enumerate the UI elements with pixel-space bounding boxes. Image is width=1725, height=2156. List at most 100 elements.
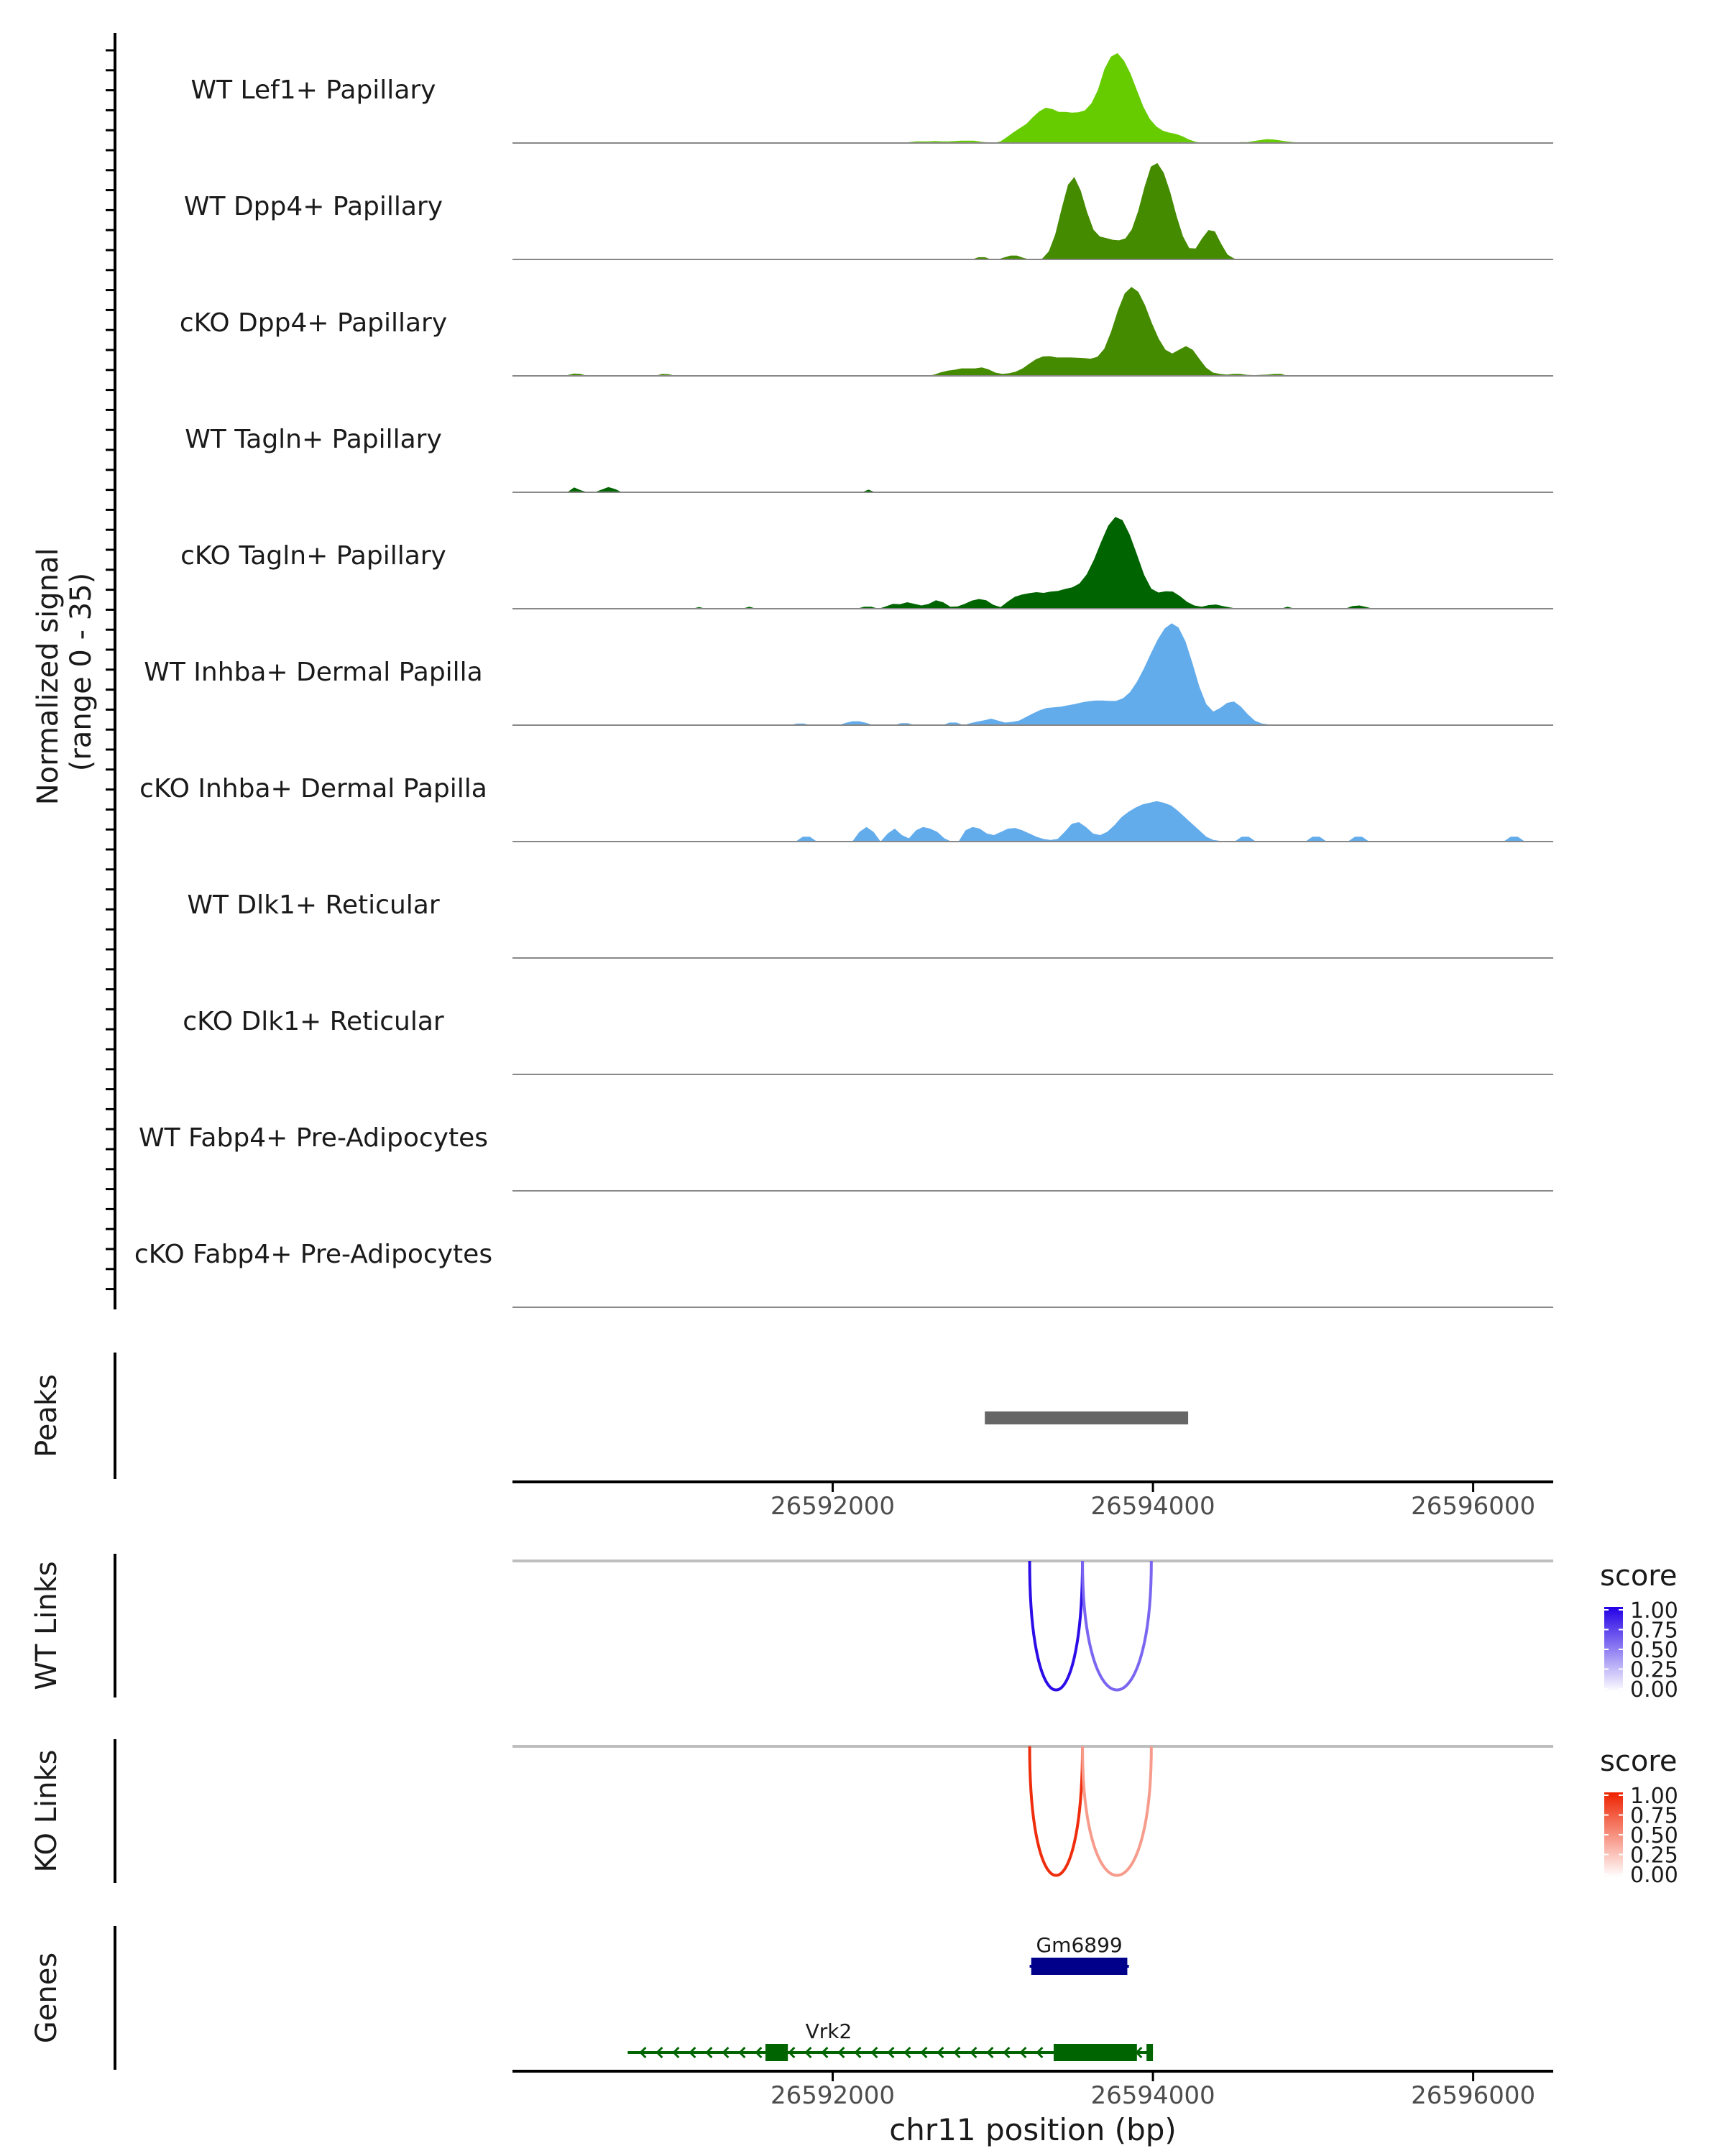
link-arc [1081,1560,1153,1692]
strand-arrow [1019,2046,1027,2059]
strand-arrow [821,2046,829,2059]
strand-arrow [1003,2046,1011,2059]
track-label: cKO Dlk1+ Reticular [183,1007,444,1036]
strand-arrow [953,2046,961,2059]
peaks-label: Peaks [30,1374,63,1457]
coverage-panel: WT Lef1+ Papillary WT Dpp4+ Papillary cKO … [32,33,1553,1309]
link-arc [1028,1560,1085,1692]
peaks-x-ticks: 26592000 26594000 26596000 [770,1482,1535,1521]
gene-models: Gm6899 Vrk2 [627,1933,1154,2061]
strand-arrow [970,2046,978,2059]
coverage-track: cKO Tagln+ Papillary [180,517,1553,609]
x-tick-label: 26592000 [770,2081,895,2110]
track-label: cKO Fabp4+ Pre-Adipocytes [134,1240,492,1269]
x-tick-label: 26594000 [1091,1492,1215,1521]
gene-exon [1053,2044,1137,2061]
genes-x-ticks: 26592000 26594000 26596000 [770,2071,1535,2110]
strand-arrow [639,2046,647,2059]
strand-arrow [755,2046,763,2059]
strand-arrow [837,2046,845,2059]
wt-links-panel: WT Links score 1.000.750.500.250.00 [30,1554,1678,1703]
strand-arrow [887,2046,895,2059]
gene-exon [765,2044,788,2061]
strand-arrow [854,2046,862,2059]
coverage-track: WT Inhba+ Dermal Papilla [144,623,1553,726]
wt-links-label: WT Links [30,1561,63,1690]
legend-tick-label: 0.00 [1630,1677,1678,1703]
track-label: WT Dlk1+ Reticular [187,890,439,920]
gene-label: Gm6899 [1036,1933,1122,1957]
wt-legend-title: score [1600,1560,1677,1593]
legend-tick-label: 0.75 [1630,1618,1678,1644]
legend-tick-label: 1.00 [1630,1784,1678,1809]
legend-tick-label: 1.00 [1630,1598,1678,1623]
y-axis-label: Normalized signal (range 0 - 35) [32,539,98,806]
legend-tick-label: 0.75 [1630,1804,1678,1829]
genes-panel: Genes Gm6899 Vrk2 26592000 26594000 2659600… [30,1926,1553,2147]
legend-tick-label: 0.25 [1630,1658,1678,1683]
x-tick-label: 26594000 [1091,2081,1215,2110]
coverage-track: cKO Inhba+ Dermal Papilla [139,774,1553,842]
peak-regions [985,1411,1189,1424]
coverage-track: cKO Fabp4+ Pre-Adipocytes [134,1240,1553,1308]
legend-tick-label: 0.50 [1630,1823,1678,1848]
track-label: cKO Tagln+ Papillary [180,541,446,571]
track-label: WT Dpp4+ Papillary [184,192,443,221]
strand-arrow [788,2046,796,2059]
track-label: WT Lef1+ Papillary [191,75,436,105]
gene-model: Vrk2 [627,2019,1154,2061]
ko-legend-ticks: 1.000.750.500.250.00 [1604,1784,1678,1888]
strand-arrow [1036,2046,1044,2059]
coverage-track: WT Dpp4+ Papillary [184,162,1553,260]
track-label: cKO Dpp4+ Papillary [180,308,447,338]
wt-link-arcs [1028,1560,1153,1692]
gene-label: Vrk2 [806,2019,852,2043]
track-label: WT Tagln+ Papillary [185,425,442,454]
x-tick-label: 26596000 [1411,1492,1535,1521]
strand-arrow [689,2046,696,2059]
ko-score-legend: score 1.000.750.500.250.00 [1600,1745,1678,1888]
coverage-y-ticks [106,49,115,1291]
link-arc [1028,1746,1085,1877]
coverage-track: cKO Dpp4+ Papillary [180,287,1553,377]
strand-arrow [656,2046,663,2059]
strand-arrow [920,2046,928,2059]
coverage-track: cKO Dlk1+ Reticular [183,1007,1553,1075]
strand-arrow [722,2046,730,2059]
coverage-area [512,52,1553,143]
coverage-track: WT Lef1+ Papillary [191,52,1553,144]
coverage-track: WT Tagln+ Papillary [185,425,1553,493]
strand-arrow [705,2046,713,2059]
genes-label: Genes [30,1953,63,2043]
legend-tick-label: 0.50 [1630,1638,1678,1663]
coverage-track: WT Dlk1+ Reticular [187,890,1553,959]
x-tick-label: 26596000 [1411,2081,1535,2110]
track-label: cKO Inhba+ Dermal Papilla [139,774,487,803]
peaks-panel: Peaks 26592000 26594000 26596000 [30,1353,1553,1521]
strand-arrow [672,2046,680,2059]
x-axis-title: chr11 position (bp) [889,2112,1177,2147]
strand-arrow [903,2046,911,2059]
peak-region [985,1411,1189,1424]
coverage-tracks: WT Lef1+ Papillary WT Dpp4+ Papillary cKO … [134,52,1553,1308]
ko-links-label: KO Links [30,1750,63,1873]
strand-arrow [937,2046,944,2059]
link-arc [1081,1746,1153,1877]
wt-legend-ticks: 1.000.750.500.250.00 [1604,1598,1678,1703]
strand-arrow [804,2046,812,2059]
wt-score-legend: score 1.000.750.500.250.00 [1600,1560,1678,1703]
legend-tick-label: 0.00 [1630,1863,1678,1888]
ko-legend-title: score [1600,1745,1677,1778]
strand-arrow [738,2046,746,2059]
gene-model: Gm6899 [1029,1933,1129,1975]
ko-link-arcs [1028,1746,1153,1877]
ko-links-panel: KO Links score 1.000.750.500.250.00 [30,1739,1678,1888]
strand-arrow [870,2046,878,2059]
gene-exon [1146,2044,1154,2061]
track-label: WT Inhba+ Dermal Papilla [144,658,482,687]
gene-exon [1031,1958,1128,1975]
coverage-track: WT Fabp4+ Pre-Adipocytes [139,1123,1553,1192]
x-tick-label: 26592000 [770,1492,895,1521]
